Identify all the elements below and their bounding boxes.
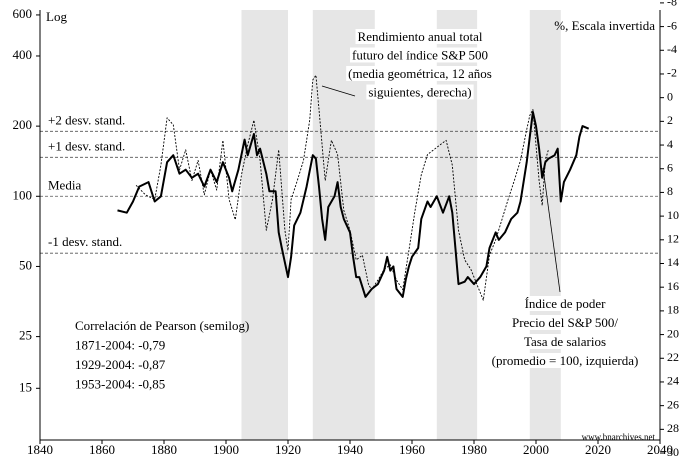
- y-tick-label: 15: [19, 379, 32, 394]
- x-tick-label: 2040: [647, 442, 673, 457]
- series-line: [135, 74, 549, 301]
- y2-tick-label: -2: [667, 66, 677, 80]
- source: www.bnarchives.net: [582, 432, 656, 442]
- shaded-period: [241, 10, 288, 440]
- annotation: Precio del S&P 500/: [512, 315, 618, 330]
- annotation: Rendimiento anual total: [358, 29, 483, 44]
- annotation-bg: [522, 295, 609, 311]
- annotation: 1953-2004: -0,85: [75, 376, 165, 391]
- y-tick-label: 200: [13, 117, 33, 132]
- x-tick-label: 1940: [337, 442, 363, 457]
- annotation: (promedio = 100, izquierda): [492, 353, 639, 368]
- y-tick-label: 50: [19, 257, 32, 272]
- shaded-period: [436, 10, 478, 440]
- x-tick-label: 1980: [461, 442, 487, 457]
- y2-tick-label: 14: [667, 255, 679, 269]
- y2-tick-label: 4: [667, 137, 673, 151]
- y2-tick-label: -8: [667, 0, 677, 9]
- y2-tick-label: 24: [667, 374, 679, 388]
- y2-tick-label: 6: [667, 160, 673, 174]
- annotation-bg: [346, 65, 494, 81]
- annotation-bg: [521, 333, 609, 349]
- x-tick-label: 1900: [213, 442, 239, 457]
- annotation: futuro del índice S&P 500: [352, 47, 488, 62]
- y2-tick-label: 8: [667, 184, 673, 198]
- x-tick-label: 1840: [27, 442, 53, 457]
- left-axis-note: Log: [46, 9, 67, 24]
- annotation: Correlación de Pearson (semilog): [75, 318, 249, 333]
- y2-tick-label: 30: [667, 445, 679, 457]
- x-tick-label: 1860: [89, 442, 115, 457]
- y-tick-label: 400: [13, 47, 33, 62]
- annotation: 1929-2004: -0,87: [75, 357, 166, 372]
- y-tick-label: 100: [13, 187, 33, 202]
- annotation-bg: [349, 47, 491, 63]
- y2-tick-label: 22: [667, 350, 679, 364]
- x-tick-label: 1960: [399, 442, 425, 457]
- y-tick-label: 25: [19, 328, 32, 343]
- y2-tick-label: 2: [667, 113, 673, 127]
- y2-tick-label: 0: [667, 89, 673, 103]
- annotation: Índice de poder: [525, 296, 607, 311]
- y2-tick-label: 16: [667, 279, 679, 293]
- y-tick-label: 600: [13, 6, 33, 21]
- leader-line: [542, 167, 561, 293]
- annotation-bg: [366, 84, 474, 100]
- y2-tick-label: 18: [667, 303, 679, 317]
- x-tick-label: 2020: [585, 442, 611, 457]
- annotation: Tasa de salarios: [524, 334, 606, 349]
- right-axis-note: %, Escala invertida: [554, 18, 655, 33]
- x-tick-label: 1920: [275, 442, 301, 457]
- y2-tick-label: 12: [667, 232, 679, 246]
- shaded-period: [529, 10, 561, 440]
- reference-label: +2 desv. stand.: [48, 112, 125, 127]
- y2-tick-label: 26: [667, 397, 679, 411]
- annotation-bg: [489, 352, 641, 368]
- shading-layer: [241, 10, 561, 440]
- x-tick-label: 2000: [523, 442, 549, 457]
- y2-tick-label: -6: [667, 18, 677, 32]
- y2-tick-label: 10: [667, 208, 679, 222]
- annotation: (media geométrica, 12 años: [348, 66, 492, 81]
- annotation-bg: [509, 314, 621, 330]
- annotation: 1871-2004: -0,79: [75, 337, 165, 352]
- x-tick-label: 1880: [151, 442, 177, 457]
- y2-tick-label: -4: [667, 42, 677, 56]
- y2-tick-label: 28: [667, 421, 679, 435]
- annotation-bg: [355, 28, 485, 44]
- leader-line: [321, 85, 356, 97]
- reference-label: -1 desv. stand.: [48, 234, 122, 249]
- annotation: siguientes, derecha): [368, 84, 471, 99]
- reference-label: +1 desv. stand.: [48, 138, 125, 153]
- reference-label: Media: [48, 177, 81, 192]
- y2-tick-label: 20: [667, 326, 679, 340]
